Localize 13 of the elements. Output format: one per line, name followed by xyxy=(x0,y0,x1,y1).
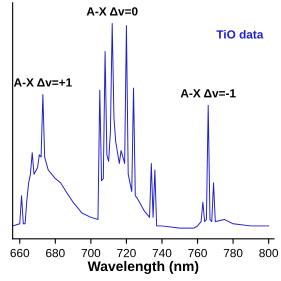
x-tick-label: 740 xyxy=(152,248,172,258)
text: TiO data xyxy=(216,30,264,39)
annotation: A-X Δv=+1 xyxy=(14,78,72,87)
annotation: A-X Δv=0 xyxy=(86,7,138,16)
x-tick-label: 760 xyxy=(188,248,207,258)
x-tick-label: 720 xyxy=(117,248,136,258)
x-axis-title: Wavelength (nm) xyxy=(88,260,198,274)
x-tick-label: 780 xyxy=(224,248,242,258)
x-tick-label: 660 xyxy=(10,248,30,258)
x-tick-label: 800 xyxy=(259,248,278,258)
annotation: A-X Δv=-1 xyxy=(180,89,236,98)
x-tick-label: 680 xyxy=(46,248,65,258)
x-tick-label: 700 xyxy=(82,248,100,258)
